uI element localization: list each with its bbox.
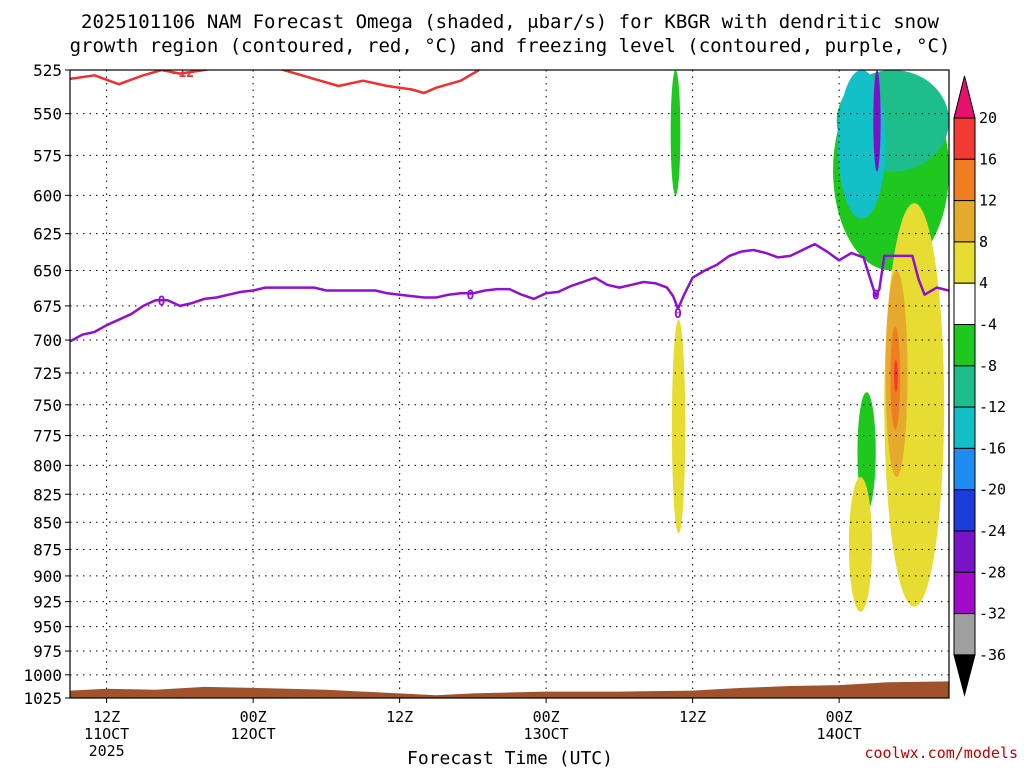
chart-title-line-1: 2025101106 NAM Forecast Omega (shaded, μ… <box>81 11 939 33</box>
y-tick-label-700: 700 <box>33 331 62 350</box>
colorbar-segment-2 <box>953 158 976 202</box>
terrain-shading <box>70 681 949 698</box>
x-tick-label-42-1: 00Z <box>533 708 560 726</box>
y-tick-label-550: 550 <box>33 105 62 124</box>
colorbar-label-4: 4 <box>979 274 988 292</box>
colorbar-top-arrow <box>953 75 976 119</box>
plot-background <box>70 70 949 698</box>
y-tick-label-825: 825 <box>33 485 62 504</box>
y-tick-label-950: 950 <box>33 618 62 637</box>
y-tick-label-925: 925 <box>33 593 62 612</box>
freezing-level-contour-line <box>70 242 949 343</box>
freezing-contour-label-3: 0 <box>674 307 682 322</box>
credit-text: coolwx.com/models <box>864 744 1018 762</box>
y-tick-label-975: 975 <box>33 642 62 661</box>
x-tick-label-6-1: 12Z <box>93 708 120 726</box>
colorbar-label-12: -32 <box>979 605 1006 623</box>
x-tick-label-6-3: 2025 <box>89 742 125 760</box>
colorbar-segment-11 <box>953 530 976 573</box>
colorbar-label-1: 16 <box>979 150 997 168</box>
x-tick-label-54-1: 12Z <box>679 708 706 726</box>
y-tick-label-725: 725 <box>33 364 62 383</box>
colorbar-segment-13 <box>953 613 976 656</box>
colorbar-segment-3 <box>953 200 976 243</box>
colorbar-label-5: -4 <box>979 316 997 334</box>
colorbar-label-9: -20 <box>979 481 1006 499</box>
x-tick-label-30-1: 12Z <box>386 708 413 726</box>
y-tick-label-800: 800 <box>33 456 62 475</box>
y-tick-label-650: 650 <box>33 261 62 280</box>
colorbar-label-0: 20 <box>979 109 997 127</box>
omega-shade-0 <box>670 70 681 196</box>
plot-frame <box>69 69 950 699</box>
y-axis: 525 550 575 600 625 650 675 700 725 750 775 800 825 8… <box>23 61 70 708</box>
y-tick-label-750: 750 <box>33 396 62 415</box>
colorbar-segment-9 <box>953 447 976 491</box>
colorbar-label-2: 12 <box>979 192 997 210</box>
colorbar-segment-1 <box>953 117 976 160</box>
x-tick-label-18-1: 00Z <box>240 708 267 726</box>
colorbar-segment-12 <box>953 571 976 615</box>
colorbar-segment-6 <box>953 324 976 367</box>
colorbar-label-10: -24 <box>979 522 1006 540</box>
colorbar-segment-8 <box>953 406 976 449</box>
y-tick-label-600: 600 <box>33 186 62 205</box>
y-tick-label-1025: 1025 <box>23 689 62 708</box>
plot-area: -12 0 0 0 0 <box>69 66 950 699</box>
colorbar-label-7: -12 <box>979 398 1006 416</box>
y-tick-label-575: 575 <box>33 146 62 165</box>
y-tick-label-1000: 1000 <box>23 666 62 685</box>
omega-shade-1 <box>671 319 686 534</box>
omega-shade-5 <box>873 70 881 172</box>
chart-title-line-2: growth region (contoured, red, °C) and f… <box>70 35 951 57</box>
x-tick-label-18-2: 12OCT <box>231 725 276 743</box>
y-tick-label-525: 525 <box>33 61 62 80</box>
y-tick-label-900: 900 <box>33 567 62 586</box>
colorbar-segment-4 <box>953 241 976 284</box>
x-tick-label-66-1: 00Z <box>826 708 853 726</box>
colorbar-segment-7 <box>953 365 976 408</box>
colorbar-bottom-arrow <box>953 654 976 697</box>
y-tick-label-850: 850 <box>33 513 62 532</box>
y-tick-label-875: 875 <box>33 540 62 559</box>
colorbar-label-11: -28 <box>979 563 1006 581</box>
dgz-contour-label: -12 <box>171 66 194 81</box>
omega-shade-11 <box>848 477 873 612</box>
plot-inner: -12 0 0 0 0 <box>70 66 949 698</box>
colorbar-label-6: -8 <box>979 357 997 375</box>
x-axis-label: Forecast Time (UTC) <box>407 748 613 768</box>
freezing-contour-label-2: 0 <box>467 289 475 304</box>
colorbar-segment-5 <box>953 282 976 326</box>
y-tick-label-675: 675 <box>33 297 62 316</box>
dgz-contour-line <box>70 70 480 95</box>
x-tick-label-66-2: 14OCT <box>817 725 862 743</box>
freezing-contour-label-1: 0 <box>158 294 166 309</box>
colorbar-label-13: -36 <box>979 646 1006 664</box>
colorbar: 20 16 12 8 4 -4 -8 -12 -16 -20 -24 -28 -32 -36 <box>953 75 1006 697</box>
y-tick-label-625: 625 <box>33 225 62 244</box>
x-tick-label-6-2: 11OCT <box>84 725 129 743</box>
y-tick-label-775: 775 <box>33 427 62 446</box>
x-tick-label-42-2: 13OCT <box>524 725 569 743</box>
freezing-contour-label-4: 0 <box>872 289 880 304</box>
colorbar-label-3: 8 <box>979 233 988 251</box>
colorbar-segment-10 <box>953 489 976 532</box>
colorbar-label-8: -16 <box>979 439 1006 457</box>
omega-shade-9 <box>894 359 898 393</box>
